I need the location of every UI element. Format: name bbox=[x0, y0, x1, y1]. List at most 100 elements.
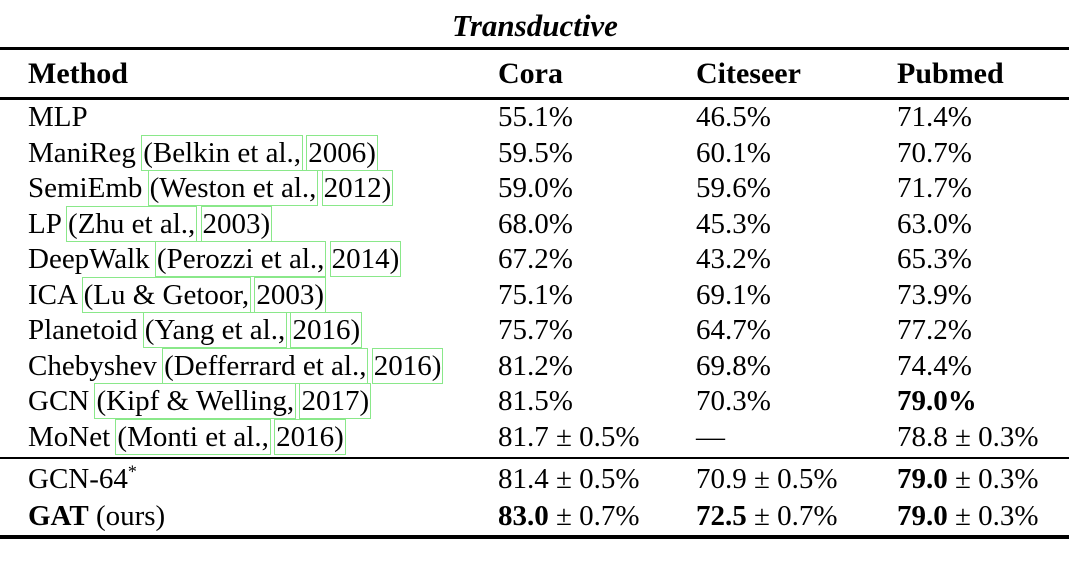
method-text: SemiEmb bbox=[28, 172, 150, 204]
value-text: — bbox=[696, 420, 725, 453]
citation-link[interactable]: 2003) bbox=[200, 205, 273, 242]
result-cell: 75.7% bbox=[498, 313, 696, 349]
citation-link[interactable]: 2003) bbox=[254, 276, 327, 313]
value-text: 67.2% bbox=[498, 243, 573, 275]
value-text: 81.7 ± 0.5% bbox=[498, 420, 640, 453]
citation-link[interactable]: (Zhu et al., bbox=[66, 205, 198, 242]
citation-link[interactable]: 2017) bbox=[299, 383, 372, 419]
result-cell: 70.9 ± 0.5% bbox=[696, 461, 897, 498]
column-header-cora: Cora bbox=[498, 56, 563, 90]
method-text: MLP bbox=[28, 101, 88, 133]
method-text: ICA bbox=[28, 278, 84, 311]
result-cell: 83.0 ± 0.7% bbox=[498, 498, 696, 535]
method-text bbox=[195, 208, 202, 240]
citation-link[interactable]: 2014) bbox=[329, 241, 402, 277]
value-text: 81.4 ± 0.5% bbox=[498, 463, 640, 495]
citation-link[interactable]: (Monti et al., bbox=[115, 418, 271, 455]
column-header-method: Method bbox=[28, 56, 128, 90]
result-cell: 59.0% bbox=[498, 171, 696, 207]
value-text: 46.5% bbox=[696, 101, 771, 133]
citation-link[interactable]: (Weston et al., bbox=[147, 170, 319, 206]
result-cell: 74.4% bbox=[897, 349, 1069, 385]
value-text: 71.7% bbox=[897, 172, 972, 204]
result-cell: 67.2% bbox=[498, 242, 696, 278]
result-cell: 55.1% bbox=[498, 100, 696, 136]
method-cell: MLP bbox=[28, 100, 498, 136]
value-text: 59.5% bbox=[498, 136, 573, 169]
table-row: ICA (Lu & Getoor, 2003) 75.1% 69.1% 73.9% bbox=[0, 276, 1069, 314]
value-text: 70.9 ± 0.5% bbox=[696, 463, 838, 495]
result-cell: 81.4 ± 0.5% bbox=[498, 461, 696, 498]
value-text: 79.0 bbox=[897, 463, 948, 495]
citation-link[interactable]: 2012) bbox=[321, 170, 394, 206]
method-cell: MoNet (Monti et al., 2016) bbox=[28, 418, 498, 456]
method-text bbox=[366, 350, 373, 382]
value-text: ± 0.7% bbox=[746, 500, 838, 532]
citation-link[interactable]: 2016) bbox=[290, 312, 363, 348]
value-text: 65.3% bbox=[897, 243, 972, 275]
citation-link[interactable]: (Yang et al., bbox=[142, 312, 288, 348]
method-text bbox=[324, 243, 331, 275]
citation-link[interactable]: (Perozzi et al., bbox=[154, 241, 327, 277]
value-text: 55.1% bbox=[498, 101, 573, 133]
value-text: 72.5 bbox=[696, 500, 747, 532]
result-cell: 77.2% bbox=[897, 313, 1069, 349]
method-text: MoNet bbox=[28, 420, 118, 453]
value-text: 63.0% bbox=[897, 207, 972, 240]
method-cell: LP (Zhu et al., 2003) bbox=[28, 205, 498, 243]
value-text: 77.2% bbox=[897, 314, 972, 346]
rule-top bbox=[0, 47, 1069, 50]
result-cell: 81.7 ± 0.5% bbox=[498, 420, 696, 456]
column-header-pubmed: Pubmed bbox=[897, 56, 1004, 90]
table-row: DeepWalk (Perozzi et al., 2014) 67.2% 43.2… bbox=[0, 241, 1069, 278]
result-cell: 79.0 ± 0.3% bbox=[897, 498, 1069, 535]
result-cell: 59.6% bbox=[696, 171, 897, 207]
result-cell: 70.3% bbox=[696, 384, 897, 420]
citation-link[interactable]: (Lu & Getoor, bbox=[81, 276, 252, 313]
result-cell: 43.2% bbox=[696, 242, 897, 278]
table-row: GCN (Kipf & Welling, 2017) 81.5% 70.3% 79.0… bbox=[0, 383, 1069, 420]
value-text: 71.4% bbox=[897, 101, 972, 133]
method-cell: Chebyshev (Defferrard et al., 2016) bbox=[28, 347, 498, 385]
value-text: 60.1% bbox=[696, 136, 771, 169]
citation-link[interactable]: (Kipf & Welling, bbox=[94, 383, 297, 419]
result-cell: 59.5% bbox=[498, 136, 696, 172]
result-cell: — bbox=[696, 420, 897, 456]
value-text: 69.8% bbox=[696, 349, 771, 382]
citation-link[interactable]: 2016) bbox=[371, 347, 444, 384]
result-cell: 79.0 ± 0.3% bbox=[897, 461, 1069, 498]
method-cell: SemiEmb (Weston et al., 2012) bbox=[28, 170, 498, 207]
citation-link[interactable]: (Defferrard et al., bbox=[162, 347, 369, 384]
table-row: GAT (ours) 83.0 ± 0.7% 72.5 ± 0.7% 79.0 ± 0… bbox=[0, 498, 1069, 535]
rule-bottom bbox=[0, 535, 1069, 539]
value-text: 81.2% bbox=[498, 349, 573, 382]
method-cell: ICA (Lu & Getoor, 2003) bbox=[28, 276, 498, 314]
rule-mid bbox=[0, 457, 1069, 459]
method-text: * bbox=[127, 461, 137, 482]
value-text: 75.7% bbox=[498, 314, 573, 346]
table-row: Chebyshev (Defferrard et al., 2016) 81.2%… bbox=[0, 347, 1069, 385]
citation-link[interactable]: 2016) bbox=[274, 418, 346, 455]
result-cell: 71.7% bbox=[897, 171, 1069, 207]
value-text: ± 0.7% bbox=[548, 500, 640, 532]
table-row: ManiReg (Belkin et al., 2006) 59.5% 60.1% 7… bbox=[0, 134, 1069, 172]
value-text: 75.1% bbox=[498, 278, 573, 311]
result-cell: 69.8% bbox=[696, 349, 897, 385]
value-text: 79.0 bbox=[897, 500, 948, 532]
table-row: MLP 55.1% 46.5% 71.4% bbox=[0, 100, 1069, 136]
citation-link[interactable]: (Belkin et al., bbox=[141, 134, 304, 171]
value-text: ± 0.3% bbox=[947, 463, 1039, 495]
result-cell: 65.3% bbox=[897, 242, 1069, 278]
value-text: 68.0% bbox=[498, 207, 573, 240]
table-title: Transductive bbox=[452, 8, 618, 43]
value-text: 45.3% bbox=[696, 207, 771, 240]
result-cell: 81.2% bbox=[498, 349, 696, 385]
table-row: Planetoid (Yang et al., 2016) 75.7% 64.7% 7… bbox=[0, 312, 1069, 349]
result-cell: 60.1% bbox=[696, 136, 897, 172]
value-text: 70.7% bbox=[897, 136, 972, 169]
value-text: 73.9% bbox=[897, 278, 972, 311]
value-text: 69.1% bbox=[696, 278, 771, 311]
result-cell: 72.5 ± 0.7% bbox=[696, 498, 897, 535]
citation-link[interactable]: 2006) bbox=[306, 134, 378, 171]
result-cell: 63.0% bbox=[897, 207, 1069, 243]
